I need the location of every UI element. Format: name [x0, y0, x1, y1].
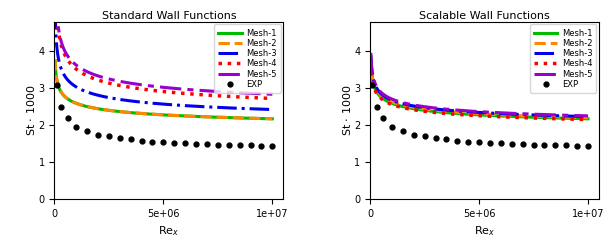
Legend: Mesh-1, Mesh-2, Mesh-3, Mesh-4, Mesh-5, EXP: Mesh-1, Mesh-2, Mesh-3, Mesh-4, Mesh-5, …	[214, 24, 281, 93]
X-axis label: Re$_x$: Re$_x$	[474, 225, 495, 238]
Legend: Mesh-1, Mesh-2, Mesh-3, Mesh-4, Mesh-5, EXP: Mesh-1, Mesh-2, Mesh-3, Mesh-4, Mesh-5, …	[530, 24, 597, 93]
Title: Scalable Wall Functions: Scalable Wall Functions	[419, 11, 550, 21]
Y-axis label: St $\cdot$ 1000: St $\cdot$ 1000	[341, 85, 353, 136]
X-axis label: Re$_x$: Re$_x$	[158, 225, 180, 238]
Y-axis label: St $\cdot$ 1000: St $\cdot$ 1000	[25, 85, 37, 136]
Title: Standard Wall Functions: Standard Wall Functions	[102, 11, 236, 21]
